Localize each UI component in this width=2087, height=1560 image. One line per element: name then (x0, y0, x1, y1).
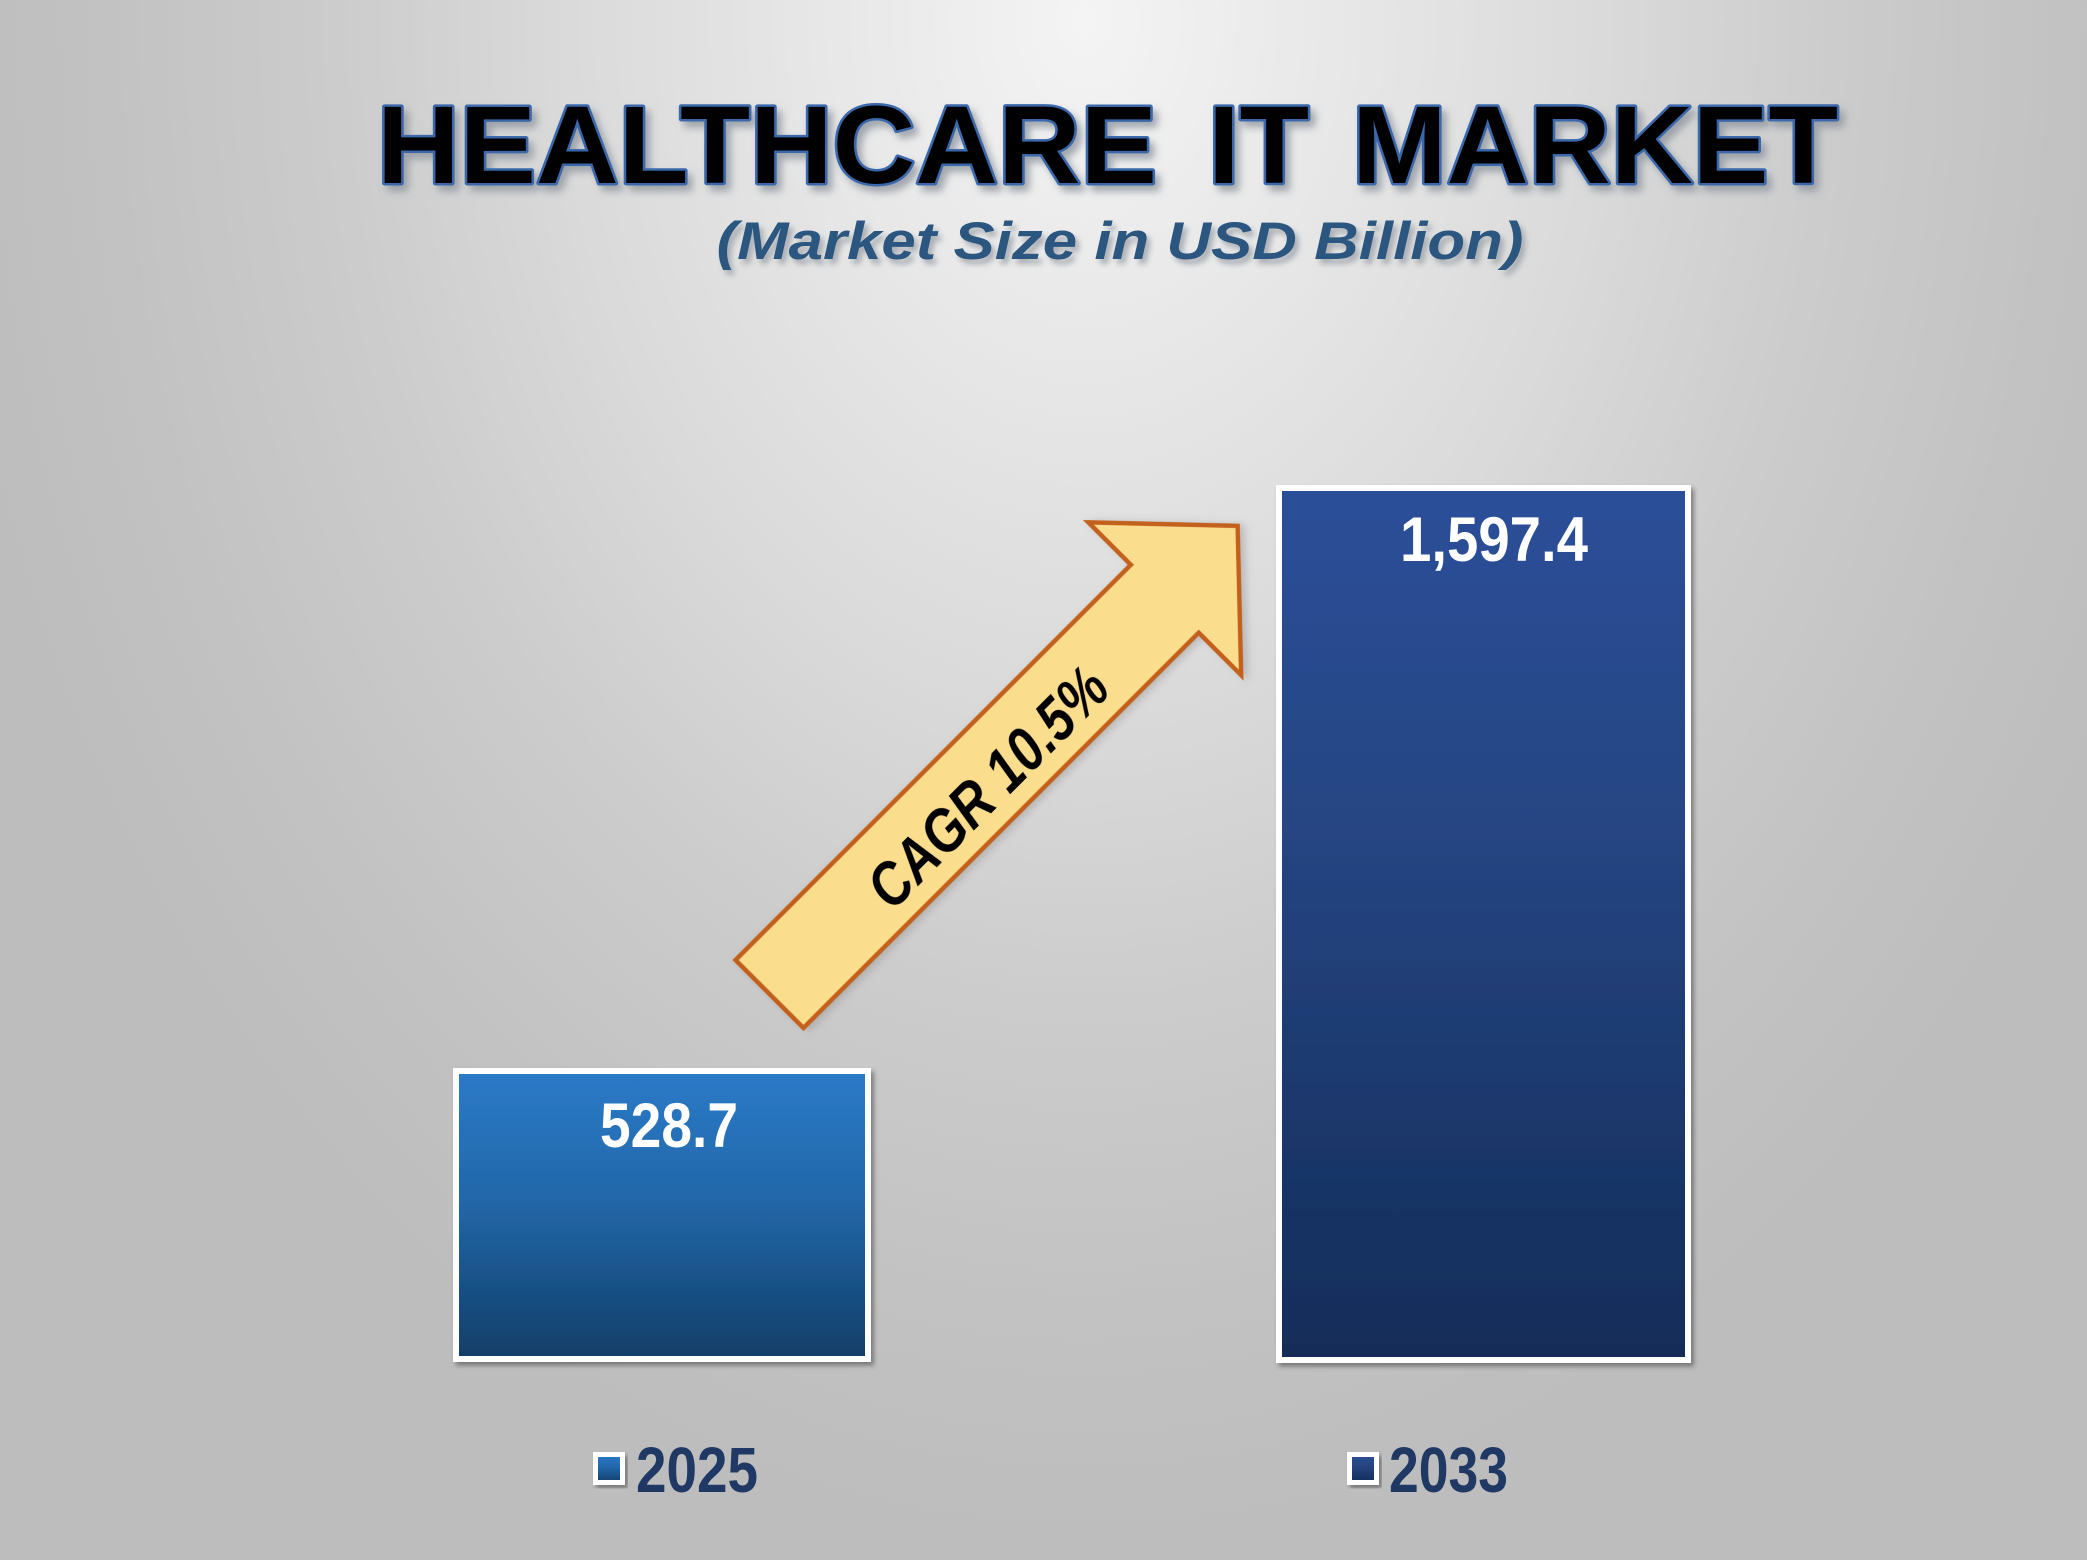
svg-text:2033: 2033 (1389, 1434, 1508, 1506)
svg-text:(Market Size in USD Billion): (Market Size in USD Billion) (717, 212, 1524, 271)
svg-text:IT: IT (1208, 84, 1309, 207)
svg-text:1,597.4: 1,597.4 (1400, 505, 1588, 575)
svg-text:MARKET: MARKET (1352, 84, 1838, 207)
svg-text:528.7: 528.7 (600, 1091, 738, 1161)
svg-text:HEALTHCARE: HEALTHCARE (377, 84, 1157, 207)
svg-text:2025: 2025 (636, 1434, 758, 1506)
